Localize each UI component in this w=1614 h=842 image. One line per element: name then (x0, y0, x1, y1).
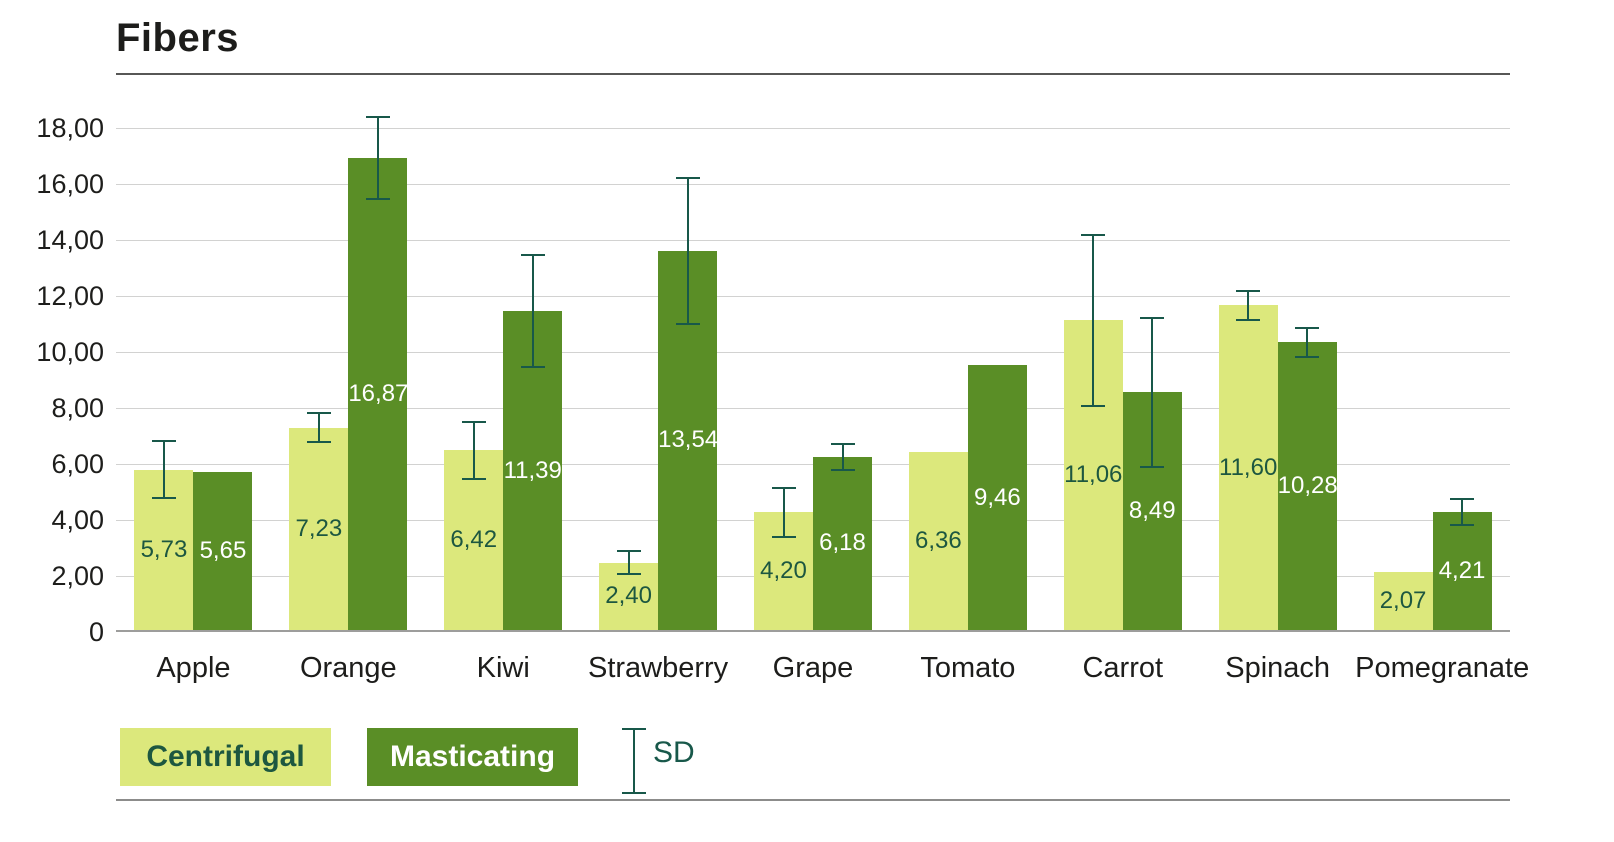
bar-value-label: 6,36 (915, 526, 962, 554)
y-axis: 18,00 16,00 14,00 12,00 10,00 8,00 6,00 4,00 2,0… (0, 113, 104, 647)
error-bar-masticating-grape (830, 442, 855, 471)
error-bar-centrifugal-apple (151, 440, 176, 499)
bar-value-label: 5,65 (199, 536, 247, 564)
y-tick-label: 16,00 (36, 169, 104, 199)
bar-centrifugal-pomegranate (1373, 572, 1433, 630)
gridline (116, 128, 1510, 129)
x-axis-label-pomegranate: Pomegranate (1355, 652, 1530, 684)
bar-value-label: 6,18 (819, 529, 866, 557)
gridline (116, 296, 1510, 297)
x-axis-labels: Apple Orange Kiwi Strawberry Grape Tomato Carr… (116, 652, 1530, 694)
bar-centrifugal-spinach (1218, 305, 1278, 630)
legend: Centrifugal Masticating SD (120, 728, 695, 794)
error-bar-masticating-orange (365, 115, 390, 200)
bar-value-label: 13,54 (658, 426, 719, 454)
error-bar-centrifugal-kiwi (461, 420, 486, 480)
bar-value-label: 11,60 (1219, 453, 1278, 481)
sd-errorbar-icon (622, 728, 646, 794)
y-tick-label: 2,00 (51, 561, 104, 591)
legend-centrifugal-label: Centrifugal (146, 740, 305, 773)
gridline (116, 184, 1510, 185)
bar-value-label: 11,39 (503, 456, 562, 484)
legend-sd-label: SD (653, 736, 695, 769)
x-axis-label-apple: Apple (156, 652, 231, 684)
x-axis-label-orange: Orange (299, 652, 397, 684)
bottom-divider (116, 799, 1510, 801)
error-bar-masticating-spinach (1295, 326, 1320, 358)
bar-value-label: 4,20 (760, 557, 807, 585)
y-tick-label: 10,00 (36, 337, 104, 367)
bar-masticating-orange (348, 157, 408, 630)
bar-value-label: 8,49 (1128, 497, 1176, 525)
error-bar-centrifugal-grape (771, 487, 796, 538)
y-tick-label: 4,00 (51, 505, 104, 535)
error-bar-masticating-carrot (1140, 316, 1165, 468)
y-tick-label: 6,00 (51, 449, 104, 479)
error-bar-centrifugal-spinach (1236, 289, 1261, 321)
plot-area: 5,73 5,65 7,23 16,87 6,42 11,39 2,40 13,54 4,20 6… (116, 115, 1510, 632)
bar-masticating-pomegranate (1432, 512, 1492, 630)
bar-centrifugal-orange (289, 427, 349, 630)
legend-masticating-label: Masticating (389, 740, 556, 773)
error-bar-masticating-kiwi (520, 253, 545, 369)
bar-value-label: 4,21 (1438, 557, 1486, 585)
y-tick-label: 14,00 (36, 225, 104, 255)
legend-sd: SD (622, 728, 695, 794)
error-bar-centrifugal-carrot (1081, 233, 1106, 408)
x-axis-label-kiwi: Kiwi (476, 652, 530, 684)
bar-value-label: 11,06 (1064, 461, 1123, 489)
title-divider (116, 73, 1510, 75)
x-axis-label-carrot: Carrot (1082, 652, 1164, 684)
bar-value-label: 2,40 (605, 582, 652, 610)
bar-value-label: 16,87 (348, 379, 409, 407)
bar-masticating-spinach (1277, 342, 1337, 630)
x-axis-label-grape: Grape (772, 652, 854, 684)
gridline (116, 352, 1510, 353)
legend-centrifugal-swatch: Centrifugal (120, 728, 331, 786)
error-bar-masticating-strawberry (675, 176, 700, 326)
chart-title: Fibers (116, 16, 240, 60)
y-tick-label: 0 (88, 617, 104, 647)
y-tick-label: 12,00 (36, 281, 104, 311)
bar-value-label: 2,07 (1379, 587, 1427, 615)
bar-masticating-grape (813, 456, 872, 630)
bar-value-label: 9,46 (974, 483, 1021, 511)
x-axis-label-tomato: Tomato (920, 652, 1016, 684)
error-bar-masticating-pomegranate (1450, 498, 1475, 527)
y-tick-label: 18,00 (36, 113, 104, 143)
bar-masticating-tomato (967, 365, 1027, 630)
legend-masticating-swatch: Masticating (367, 728, 578, 786)
bar-value-label: 7,23 (295, 514, 343, 542)
gridline (116, 408, 1510, 409)
bar-value-label: 10,28 (1277, 472, 1338, 500)
bar-centrifugal-kiwi (444, 450, 504, 630)
x-axis-label-spinach: Spinach (1225, 652, 1331, 684)
error-bar-centrifugal-strawberry (616, 550, 641, 576)
y-tick-label: 8,00 (51, 393, 104, 423)
bar-value-label: 5,73 (140, 535, 188, 563)
error-bar-centrifugal-orange (306, 412, 331, 443)
bar-value-label: 6,42 (450, 526, 498, 554)
gridline (116, 240, 1510, 241)
x-axis-label-strawberry: Strawberry (587, 652, 729, 684)
bar-masticating-apple (193, 471, 253, 630)
bar-centrifugal-tomato (908, 451, 968, 630)
